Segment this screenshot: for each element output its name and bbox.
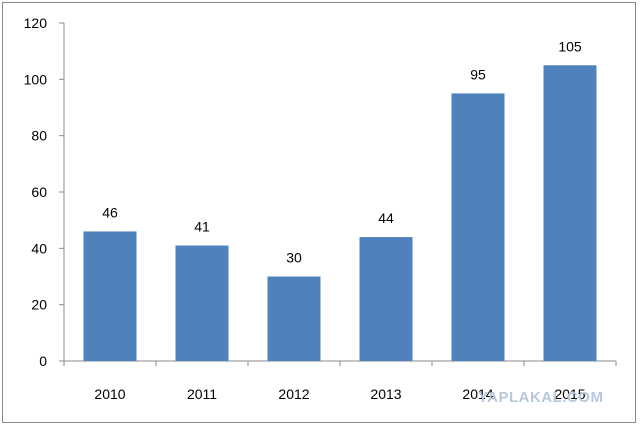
bar-2010 <box>83 231 137 361</box>
y-tick-label: 0 <box>39 353 47 369</box>
data-label-2011: 41 <box>194 219 210 235</box>
y-tick-label: 100 <box>24 71 48 87</box>
bar-2015 <box>543 65 597 361</box>
x-tick-label-2015: 2015 <box>554 386 585 402</box>
bar-2014 <box>451 93 505 362</box>
data-label-2013: 44 <box>378 210 394 226</box>
x-tick-label-2011: 2011 <box>187 386 217 402</box>
y-tick-label: 120 <box>24 15 48 31</box>
data-label-2015: 105 <box>558 38 582 54</box>
data-label-2012: 30 <box>286 250 302 266</box>
x-tick-label-2010: 2010 <box>94 386 125 402</box>
y-tick-label: 80 <box>31 128 47 144</box>
x-tick-label-2013: 2013 <box>370 386 401 402</box>
bar-2011 <box>175 245 229 361</box>
watermark: YAPLAKAL.COM <box>478 389 604 406</box>
y-tick-label: 20 <box>31 297 47 313</box>
data-label-2014: 95 <box>470 66 486 82</box>
y-tick-label: 60 <box>31 184 47 200</box>
bar-2012 <box>267 276 321 361</box>
x-tick-label-2014: 2014 <box>462 386 493 402</box>
y-tick-label: 40 <box>31 240 47 256</box>
bar-2013 <box>359 237 413 361</box>
x-tick-label-2012: 2012 <box>278 386 309 402</box>
data-label-2010: 46 <box>102 204 118 220</box>
